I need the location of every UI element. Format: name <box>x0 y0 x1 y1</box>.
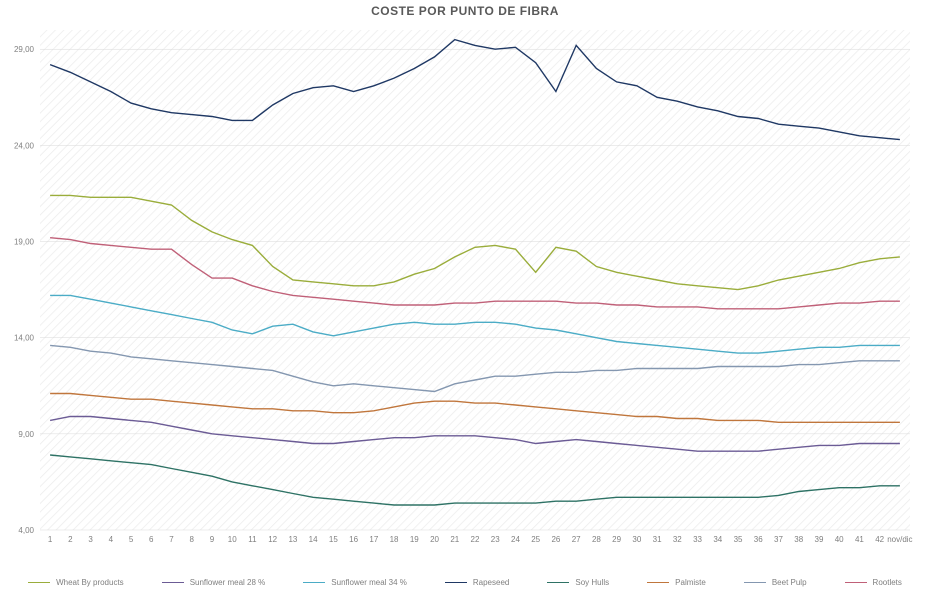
legend-swatch <box>744 582 766 583</box>
svg-text:42: 42 <box>875 535 884 544</box>
legend-item: Rootlets <box>845 578 902 587</box>
legend-swatch <box>28 582 50 583</box>
svg-text:10: 10 <box>228 535 237 544</box>
svg-text:31: 31 <box>653 535 662 544</box>
legend-item: Rapeseed <box>445 578 509 587</box>
svg-text:16: 16 <box>349 535 358 544</box>
chart-title: COSTE POR PUNTO DE FIBRA <box>0 4 930 18</box>
svg-text:21: 21 <box>450 535 459 544</box>
svg-text:9,00: 9,00 <box>18 430 34 439</box>
svg-text:7: 7 <box>169 535 174 544</box>
svg-text:28: 28 <box>592 535 601 544</box>
svg-text:19,00: 19,00 <box>14 238 35 247</box>
svg-text:13: 13 <box>288 535 297 544</box>
legend-item: Palmiste <box>647 578 706 587</box>
svg-text:6: 6 <box>149 535 154 544</box>
legend-label: Rapeseed <box>473 578 509 587</box>
legend-swatch <box>445 582 467 583</box>
legend-label: Palmiste <box>675 578 706 587</box>
svg-text:1: 1 <box>48 535 53 544</box>
svg-text:4: 4 <box>109 535 114 544</box>
svg-text:19: 19 <box>410 535 419 544</box>
legend-item: Soy Hulls <box>547 578 609 587</box>
legend-label: Rootlets <box>873 578 902 587</box>
svg-text:32: 32 <box>673 535 682 544</box>
svg-text:3: 3 <box>88 535 93 544</box>
svg-text:23: 23 <box>491 535 500 544</box>
svg-text:11: 11 <box>248 535 257 544</box>
legend-item: Beet Pulp <box>744 578 807 587</box>
svg-text:17: 17 <box>369 535 378 544</box>
svg-text:40: 40 <box>835 535 844 544</box>
svg-text:4,00: 4,00 <box>18 526 34 535</box>
svg-text:30: 30 <box>632 535 641 544</box>
svg-text:12: 12 <box>268 535 277 544</box>
svg-text:29,00: 29,00 <box>14 45 35 54</box>
svg-text:20: 20 <box>430 535 439 544</box>
svg-text:15: 15 <box>329 535 338 544</box>
svg-text:14: 14 <box>309 535 318 544</box>
svg-text:25: 25 <box>531 535 540 544</box>
svg-text:5: 5 <box>129 535 134 544</box>
legend-label: Wheat By products <box>56 578 124 587</box>
legend-swatch <box>547 582 569 583</box>
svg-text:9: 9 <box>210 535 215 544</box>
svg-text:36: 36 <box>754 535 763 544</box>
chart-container: COSTE POR PUNTO DE FIBRA 4,009,0014,0019… <box>0 0 930 593</box>
svg-text:33: 33 <box>693 535 702 544</box>
line-chart: 4,009,0014,0019,0024,0029,00123456789101… <box>0 0 930 593</box>
legend-item: Sunflower meal 28 % <box>162 578 266 587</box>
svg-text:14,00: 14,00 <box>14 334 35 343</box>
legend-swatch <box>303 582 325 583</box>
legend-swatch <box>162 582 184 583</box>
svg-text:38: 38 <box>794 535 803 544</box>
svg-text:24,00: 24,00 <box>14 141 35 150</box>
svg-text:34: 34 <box>713 535 722 544</box>
svg-text:26: 26 <box>551 535 560 544</box>
legend-label: Beet Pulp <box>772 578 807 587</box>
svg-text:29: 29 <box>612 535 621 544</box>
svg-text:nov/dic: nov/dic <box>887 535 912 544</box>
svg-text:27: 27 <box>572 535 581 544</box>
legend-item: Sunflower meal 34 % <box>303 578 407 587</box>
svg-text:18: 18 <box>390 535 399 544</box>
legend: Wheat By products Sunflower meal 28 % Sunf… <box>0 578 930 587</box>
legend-item: Wheat By products <box>28 578 124 587</box>
svg-text:37: 37 <box>774 535 783 544</box>
legend-label: Sunflower meal 34 % <box>331 578 407 587</box>
svg-text:8: 8 <box>190 535 195 544</box>
legend-swatch <box>647 582 669 583</box>
svg-text:35: 35 <box>734 535 743 544</box>
legend-label: Soy Hulls <box>575 578 609 587</box>
svg-text:41: 41 <box>855 535 864 544</box>
legend-label: Sunflower meal 28 % <box>190 578 266 587</box>
svg-text:2: 2 <box>68 535 73 544</box>
svg-text:22: 22 <box>471 535 480 544</box>
svg-text:39: 39 <box>815 535 824 544</box>
svg-text:24: 24 <box>511 535 520 544</box>
legend-swatch <box>845 582 867 583</box>
